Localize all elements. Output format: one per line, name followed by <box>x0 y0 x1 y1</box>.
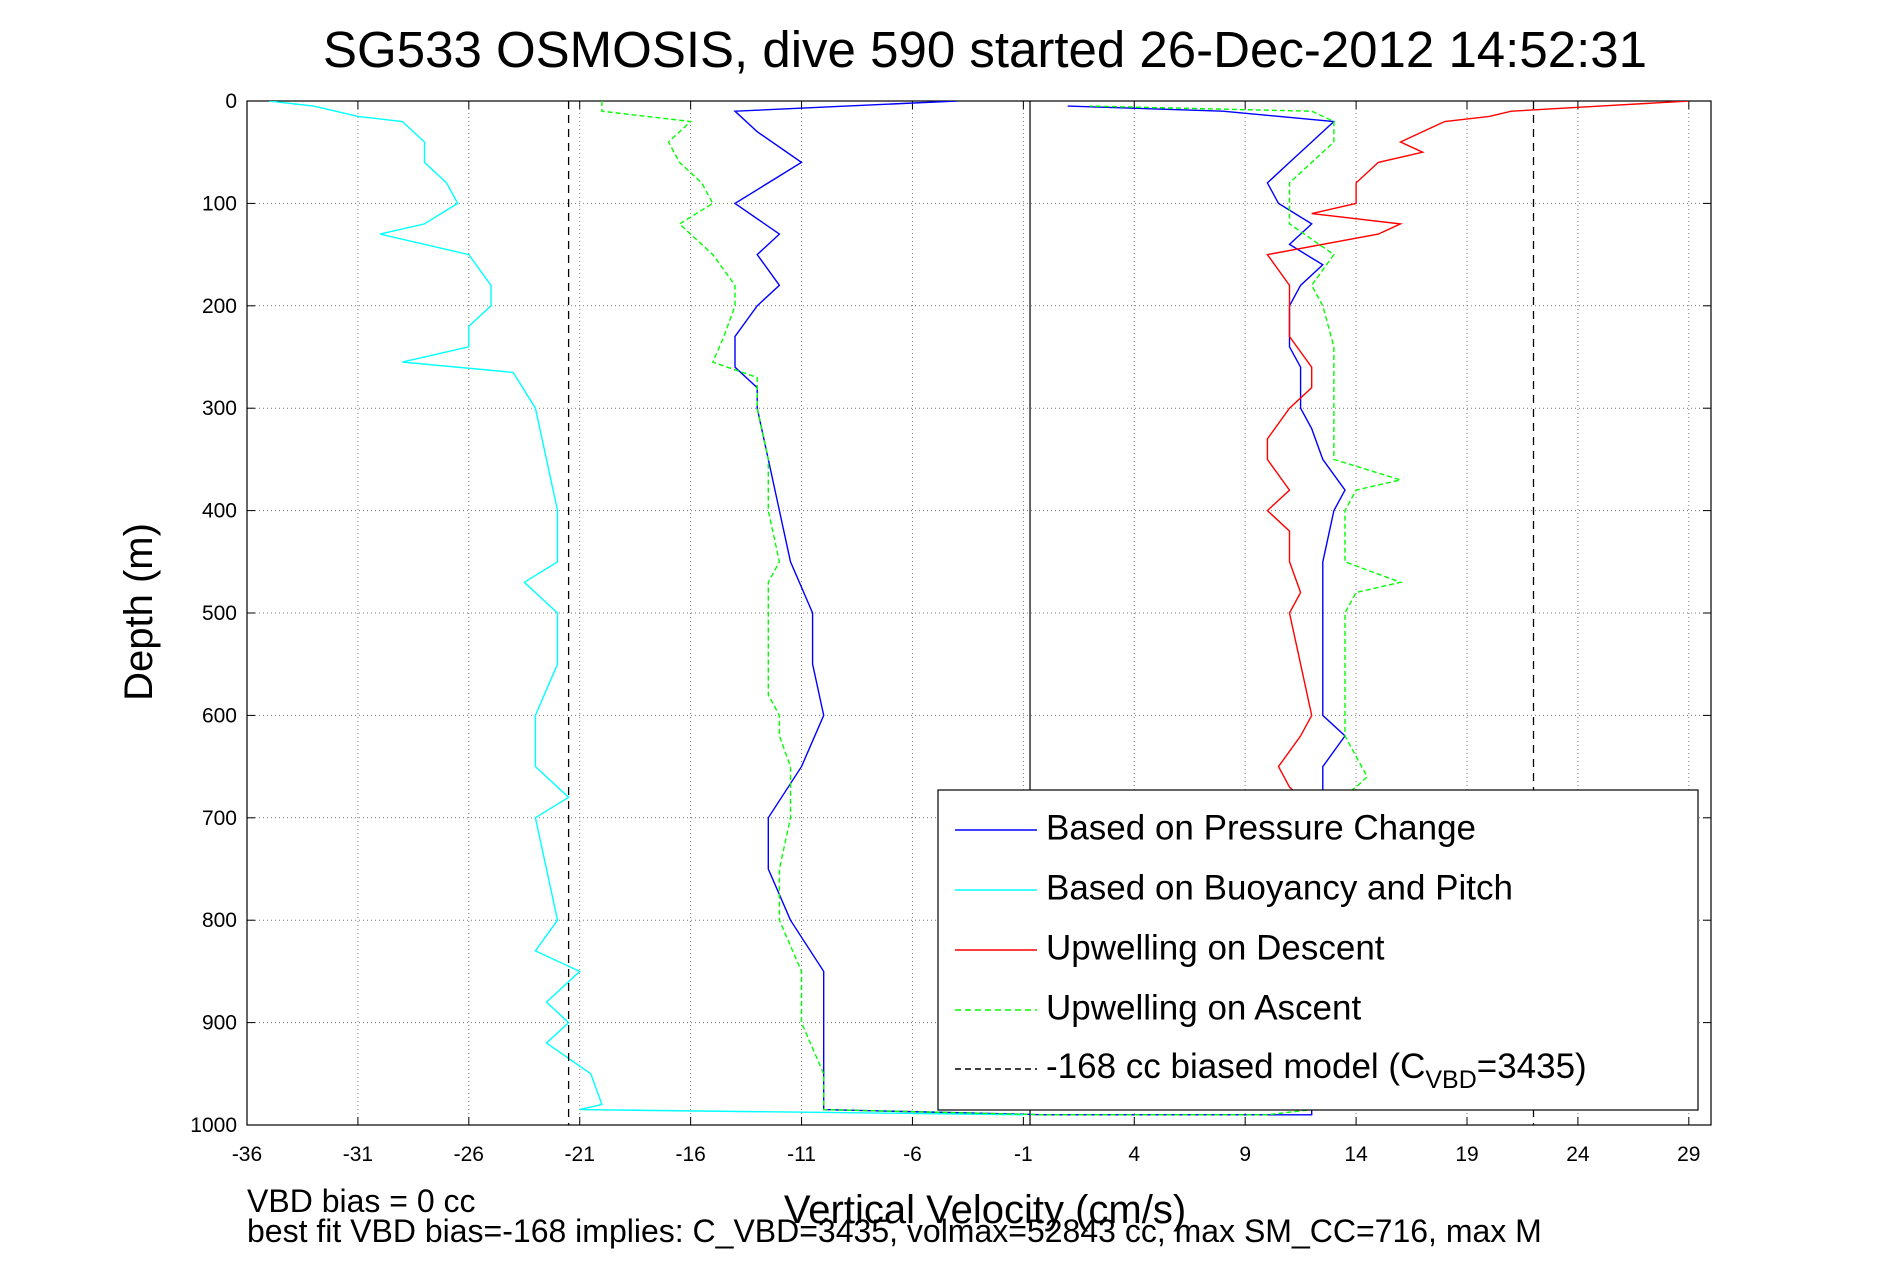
footer-vbd-bias: VBD bias = 0 cc <box>247 1183 476 1219</box>
footer-best-fit: best fit VBD bias=-168 implies: C_VBD=34… <box>247 1213 1542 1249</box>
legend-box <box>937 789 1699 1111</box>
y-tick-label: 100 <box>202 192 237 215</box>
legend-entries: Based on Pressure Change Based on Buoyanc… <box>955 808 1513 1027</box>
chart-title: SG533 OSMOSIS, dive 590 started 26-Dec-2… <box>323 21 1647 78</box>
x-tick-label: 14 <box>1344 1143 1368 1166</box>
chart-legend: Based on Pressure Change Based on Buoyanc… <box>937 789 1699 1111</box>
plot-frame <box>246 100 1712 1126</box>
y-tick-label: 1000 <box>190 1114 237 1137</box>
x-tick-label: 24 <box>1566 1143 1590 1166</box>
x-tick-label: -31 <box>343 1143 373 1166</box>
x-tick-label: -16 <box>675 1143 705 1166</box>
x-tick-label: 29 <box>1677 1143 1700 1166</box>
x-tick-label: -21 <box>565 1143 595 1166</box>
legend-label: Based on Buoyancy and Pitch <box>1046 868 1513 907</box>
y-tick-labels: 0 100 200 300 400 500 600 700 800 900 1000 <box>190 90 237 1137</box>
y-tick-label: 400 <box>202 500 237 523</box>
x-tick-label: 4 <box>1128 1143 1140 1166</box>
x-tick-label: -26 <box>454 1143 484 1166</box>
series-upwelling-on-descent <box>1266 101 1689 798</box>
x-tick-label: 9 <box>1239 1143 1251 1166</box>
y-tick-label: 0 <box>225 90 237 113</box>
y-tick-label: 800 <box>202 909 237 932</box>
y-axis-label: Depth (m) <box>117 523 161 701</box>
y-tick-label: 700 <box>202 807 237 830</box>
legend-label: Upwelling on Ascent <box>1046 988 1361 1027</box>
x-tick-label: 19 <box>1455 1143 1478 1166</box>
x-axis-label: Vertical Velocity (cm/s) <box>784 1188 1186 1232</box>
y-tick-label: 500 <box>202 602 237 625</box>
legend-label: Upwelling on Descent <box>1046 928 1385 967</box>
legend-label-model: -168 cc biased model (CVBD=3435) <box>1046 1047 1587 1093</box>
y-tick-label: 600 <box>202 704 237 727</box>
series-based-on-buoyancy-and-pitch <box>269 101 1024 1116</box>
plot-axes <box>246 100 1712 1126</box>
x-tick-label: -36 <box>232 1143 262 1166</box>
x-tick-label: -11 <box>787 1143 816 1166</box>
legend-label: Based on Pressure Change <box>1046 808 1476 847</box>
y-tick-label: 900 <box>202 1012 237 1035</box>
y-tick-label: 200 <box>202 295 237 318</box>
x-tick-label: -6 <box>903 1143 922 1166</box>
y-tick-label: 300 <box>202 397 237 420</box>
x-tick-labels: -36 -31 -26 -21 -16 -11 -6 -1 4 9 14 19 24 29 <box>232 1143 1701 1166</box>
x-tick-label: -1 <box>1014 1143 1033 1166</box>
